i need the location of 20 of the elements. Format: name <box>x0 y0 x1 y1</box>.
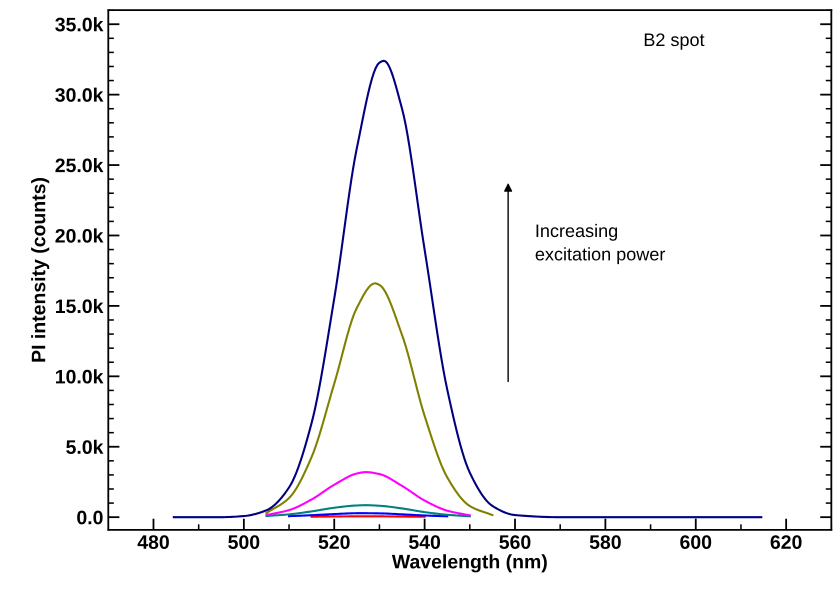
y-tick-label: 0.0 <box>77 510 103 524</box>
y-tick-label: 25.0k <box>55 158 104 172</box>
x-tick-label: 480 <box>138 535 169 549</box>
annotation: B2 spot <box>644 33 704 50</box>
y-tick-label: 30.0k <box>55 88 104 102</box>
y-tick-label: 15.0k <box>56 298 104 314</box>
x-tick-label: 620 <box>770 535 802 549</box>
x-tick-label: 600 <box>680 535 712 549</box>
x-tick-label: 520 <box>318 535 350 549</box>
y-tick-label: 10.0k <box>56 369 104 384</box>
x-tick-label: 540 <box>409 535 440 549</box>
x-tick-label: 560 <box>499 535 530 549</box>
x-tick-label: 500 <box>228 535 260 549</box>
x-axis-title: Wavelength (nm) <box>392 554 547 572</box>
y-axis-title: PI intensity (counts) <box>31 178 50 362</box>
y-tick-label: 20.0k <box>55 228 104 243</box>
y-tick-label: 5.0k <box>66 440 104 454</box>
x-tick-label: 580 <box>590 535 621 549</box>
annotation: Increasing excitation power <box>536 224 666 264</box>
y-tick-label: 35.0k <box>55 17 104 32</box>
